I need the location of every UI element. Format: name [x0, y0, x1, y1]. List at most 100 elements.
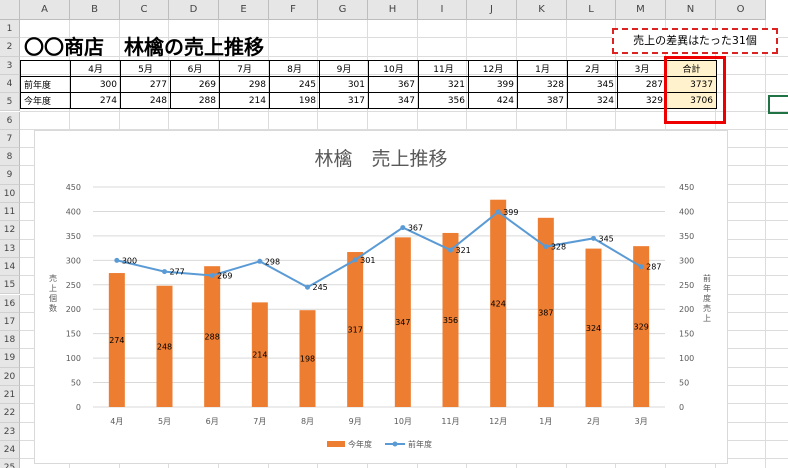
bar-data-label: 387 [538, 308, 553, 317]
row-header[interactable]: 2 [0, 38, 20, 56]
table-cell[interactable]: 317 [320, 93, 369, 109]
active-cell-selection[interactable] [768, 95, 788, 114]
y2-tick-label: 350 [679, 232, 694, 241]
x-tick-label: 7月 [253, 417, 266, 426]
table-cell[interactable]: 214 [220, 93, 270, 109]
table-cell[interactable]: 301 [320, 77, 369, 93]
row-header[interactable]: 3 [0, 57, 20, 75]
table-cell-header[interactable]: 7月 [220, 61, 270, 77]
table-cell[interactable]: 287 [618, 77, 667, 93]
table-cell[interactable]: 328 [518, 77, 568, 93]
difference-note[interactable]: 売上の差異はたった31個 [612, 28, 778, 54]
table-cell[interactable]: 367 [369, 77, 419, 93]
row-header[interactable]: 7 [0, 130, 20, 148]
row-header[interactable]: 19 [0, 349, 20, 367]
row-header[interactable]: 10 [0, 185, 20, 203]
table-cell[interactable]: 424 [469, 93, 518, 109]
table-cell[interactable]: 321 [419, 77, 469, 93]
table-cell[interactable]: 198 [270, 93, 320, 109]
column-header[interactable]: O [716, 0, 766, 20]
column-header[interactable]: I [418, 0, 467, 20]
table-cell-header[interactable]: 6月 [171, 61, 220, 77]
row-header[interactable]: 13 [0, 240, 20, 258]
row-header[interactable]: 5 [0, 93, 20, 111]
table-cell-header[interactable]: 3月 [618, 61, 667, 77]
column-header[interactable]: H [368, 0, 418, 20]
column-header[interactable]: F [269, 0, 318, 20]
row-header[interactable]: 23 [0, 423, 20, 441]
row-header[interactable]: 24 [0, 441, 20, 459]
table-cell-header[interactable]: 10月 [369, 61, 419, 77]
column-header[interactable]: L [567, 0, 616, 20]
line-data-label: 367 [408, 224, 423, 233]
row-header[interactable]: 14 [0, 258, 20, 276]
column-header[interactable]: B [70, 0, 120, 20]
row-header[interactable]: 18 [0, 331, 20, 349]
y-tick-label: 150 [66, 330, 81, 339]
row-header[interactable]: 9 [0, 166, 20, 184]
select-all-corner[interactable] [0, 0, 20, 20]
table-cell[interactable] [21, 61, 71, 77]
column-header[interactable]: E [219, 0, 269, 20]
row-header[interactable]: 17 [0, 313, 20, 331]
table-cell[interactable]: 288 [171, 93, 220, 109]
row-header[interactable]: 15 [0, 276, 20, 294]
x-tick-label: 10月 [394, 417, 412, 426]
table-cell-header[interactable]: 9月 [320, 61, 369, 77]
table-cell[interactable]: 399 [469, 77, 518, 93]
row-header[interactable]: 16 [0, 295, 20, 313]
table-cell[interactable]: 356 [419, 93, 469, 109]
table-cell-header[interactable]: 11月 [419, 61, 469, 77]
table-cell-header[interactable]: 12月 [469, 61, 518, 77]
table-cell[interactable]: 248 [121, 93, 171, 109]
table-cell-header[interactable]: 4月 [71, 61, 121, 77]
table-cell[interactable]: 300 [71, 77, 121, 93]
table-cell[interactable]: 277 [121, 77, 171, 93]
column-header[interactable]: K [517, 0, 567, 20]
sales-chart[interactable]: 林檎 売上推移 0 0 50 50 100 100 150 150 200 200 250 250 300… [34, 130, 728, 464]
row-header[interactable]: 21 [0, 386, 20, 404]
table-cell[interactable]: 298 [220, 77, 270, 93]
table-cell-header[interactable]: 2月 [568, 61, 618, 77]
table-cell[interactable]: 324 [568, 93, 618, 109]
row-header[interactable]: 20 [0, 368, 20, 386]
row-header[interactable]: 8 [0, 148, 20, 166]
line-data-label: 345 [599, 234, 614, 243]
table-cell[interactable]: 387 [518, 93, 568, 109]
x-tick-label: 3月 [635, 417, 648, 426]
column-header[interactable]: C [120, 0, 169, 20]
table-cell[interactable]: 245 [270, 77, 320, 93]
column-header[interactable]: A [20, 0, 70, 20]
table-cell[interactable]: 345 [568, 77, 618, 93]
row-header[interactable]: 1 [0, 20, 20, 38]
column-header[interactable]: N [666, 0, 716, 20]
table-cell-header[interactable]: 1月 [518, 61, 568, 77]
y2-tick-label: 50 [679, 379, 689, 388]
sheet-title[interactable]: 〇〇商店 林檎の売上推移 [24, 34, 264, 60]
row-header[interactable]: 4 [0, 75, 20, 93]
table-cell-header[interactable]: 8月 [270, 61, 320, 77]
y2-tick-label: 150 [679, 330, 694, 339]
table-cell[interactable]: 274 [71, 93, 121, 109]
table-cell[interactable]: 269 [171, 77, 220, 93]
column-header[interactable]: M [616, 0, 666, 20]
row-header[interactable]: 11 [0, 203, 20, 221]
row-header[interactable]: 25 [0, 459, 20, 468]
y-tick-label: 400 [66, 207, 81, 216]
legend-label: 今年度 [348, 439, 372, 449]
table-cell-header[interactable]: 5月 [121, 61, 171, 77]
column-header[interactable]: J [467, 0, 517, 20]
column-header[interactable]: D [169, 0, 219, 20]
table-cell-label[interactable]: 前年度 [21, 77, 71, 93]
legend-swatch-bar [327, 441, 345, 447]
row-header[interactable]: 22 [0, 404, 20, 422]
column-header[interactable]: G [318, 0, 368, 20]
table-cell-label[interactable]: 今年度 [21, 93, 71, 109]
table-cell[interactable]: 329 [618, 93, 667, 109]
row-header[interactable]: 12 [0, 221, 20, 239]
line-data-label: 245 [313, 283, 328, 292]
table-cell[interactable]: 347 [369, 93, 419, 109]
row-header[interactable]: 6 [0, 112, 20, 130]
line-data-label: 328 [551, 243, 566, 252]
y2-axis-title-char: 度 [703, 293, 711, 303]
